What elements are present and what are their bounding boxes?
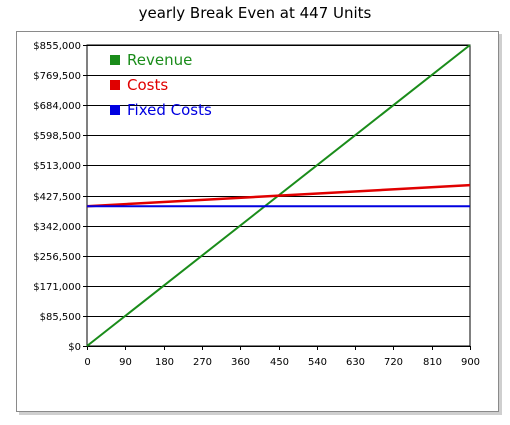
legend: Revenue Costs Fixed Costs bbox=[110, 51, 212, 119]
x-tick-label: 630 bbox=[346, 357, 365, 368]
y-tick-label: $342,000 bbox=[33, 222, 81, 233]
x-tick-label: 720 bbox=[384, 357, 403, 368]
axes: $0 $85,500 $171,000 $256,500 $342,000 $427,50… bbox=[33, 41, 480, 368]
x-tick-label: 450 bbox=[270, 357, 289, 368]
y-tick-label: $769,500 bbox=[33, 71, 81, 82]
x-tick-label: 900 bbox=[461, 357, 480, 368]
y-tick-label: $427,500 bbox=[33, 192, 81, 203]
y-tick-label: $598,500 bbox=[33, 131, 81, 142]
y-tick-label: $0 bbox=[68, 342, 81, 353]
series-lines bbox=[86, 44, 471, 347]
y-tick-label: $85,500 bbox=[40, 312, 81, 323]
y-tick-label: $256,500 bbox=[33, 252, 81, 263]
x-tick-label: 0 bbox=[84, 357, 90, 368]
x-tick-label: 540 bbox=[308, 357, 327, 368]
fixed-costs-legend-swatch bbox=[110, 105, 120, 115]
revenue-legend-label: Revenue bbox=[127, 51, 192, 69]
revenue-legend-swatch bbox=[110, 55, 120, 65]
chart-title: yearly Break Even at 447 Units bbox=[138, 4, 372, 22]
x-tick-label: 810 bbox=[423, 357, 442, 368]
x-tick-label: 270 bbox=[193, 357, 212, 368]
costs-legend-label: Costs bbox=[127, 76, 168, 94]
costs-line bbox=[86, 183, 471, 208]
chart-frame bbox=[16, 31, 499, 412]
x-tick-label: 360 bbox=[231, 357, 250, 368]
fixed-costs-legend-label: Fixed Costs bbox=[127, 101, 212, 119]
plot-area-border bbox=[86, 44, 471, 347]
y-tick-label: $684,000 bbox=[33, 101, 81, 112]
y-tick-label: $855,000 bbox=[33, 41, 81, 52]
x-tick-label: 180 bbox=[155, 357, 174, 368]
y-tick-label: $171,000 bbox=[33, 282, 81, 293]
costs-legend-swatch bbox=[110, 80, 120, 90]
y-tick-label: $513,000 bbox=[33, 161, 81, 172]
x-tick-label: 90 bbox=[119, 357, 132, 368]
